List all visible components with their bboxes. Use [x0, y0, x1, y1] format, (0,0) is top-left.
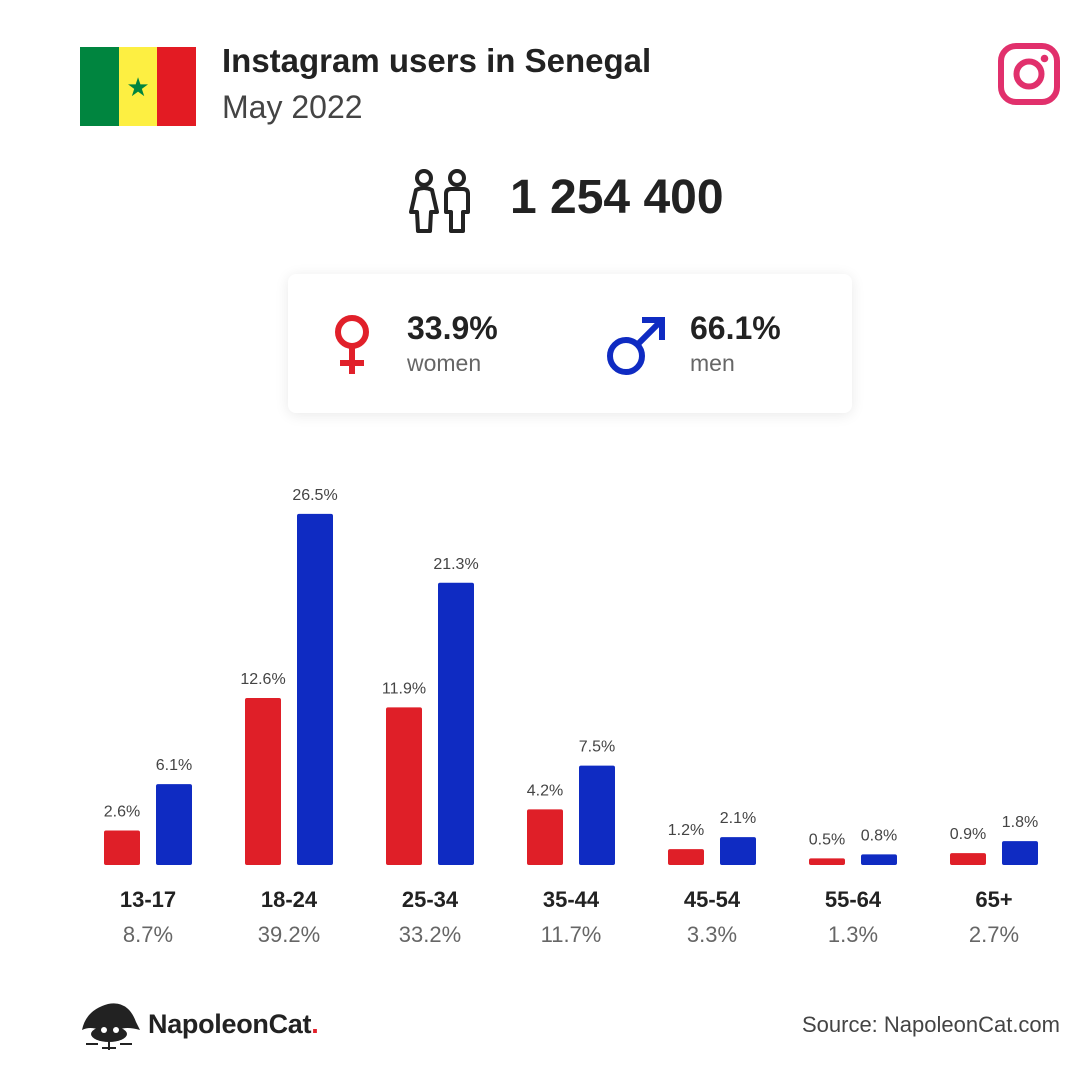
bar-value-label: 21.3% — [433, 556, 478, 573]
bar-value-label: 26.5% — [292, 487, 337, 504]
page-title: Instagram users in Senegal — [222, 42, 652, 79]
flag-stripe-red — [157, 47, 197, 126]
bar-men-18-24 — [297, 513, 333, 865]
category-total-label: 33.2% — [399, 922, 461, 947]
brand-dot: . — [311, 1009, 319, 1039]
women-percentage: 33.9% — [407, 310, 498, 346]
napoleoncat-logo-icon — [82, 1003, 140, 1050]
bar-men-13-17 — [156, 784, 192, 865]
bar-men-35-44 — [579, 765, 615, 865]
bar-value-label: 0.5% — [809, 831, 845, 848]
bar-women-65+ — [950, 853, 986, 865]
category-label: 55-64 — [825, 887, 882, 912]
bar-value-label: 7.5% — [579, 739, 615, 756]
senegal-flag-icon: ★ — [80, 47, 197, 126]
brand-name: NapoleonCat. — [148, 1009, 319, 1040]
brand-text: NapoleonCat — [148, 1009, 312, 1039]
bar-value-label: 11.9% — [382, 680, 426, 697]
male-symbol-icon — [607, 317, 665, 375]
category-label: 18-24 — [261, 887, 318, 912]
women-label: women — [407, 350, 482, 376]
bar-women-45-54 — [668, 849, 704, 865]
bar-women-18-24 — [245, 698, 281, 865]
bar-men-55-64 — [861, 854, 897, 865]
bar-value-label: 1.2% — [668, 822, 704, 839]
category-label: 35-44 — [543, 887, 600, 912]
age-gender-bar-chart: 2.6% 6.1% 13-17 8.7% 12.6% 26.5% 18-24 39.2% 11.… — [104, 487, 1038, 947]
people-icon — [409, 169, 470, 233]
bar-value-label: 0.8% — [861, 827, 897, 844]
flag-star-icon: ★ — [126, 71, 150, 102]
category-label: 45-54 — [684, 887, 741, 912]
bar-men-25-34 — [438, 582, 474, 865]
bar-value-label: 12.6% — [240, 671, 285, 688]
bar-value-label: 2.6% — [104, 804, 140, 821]
bar-women-35-44 — [527, 809, 563, 865]
bar-men-45-54 — [720, 837, 756, 865]
flag-stripe-yellow: ★ — [118, 47, 158, 126]
category-total-label: 1.3% — [828, 922, 878, 947]
category-label: 13-17 — [120, 887, 176, 912]
bar-value-label: 0.9% — [950, 826, 986, 843]
page-subtitle: May 2022 — [222, 89, 363, 125]
instagram-icon — [998, 43, 1060, 105]
men-label: men — [690, 350, 735, 376]
category-label: 25-34 — [402, 887, 459, 912]
category-total-label: 39.2% — [258, 922, 320, 947]
category-total-label: 3.3% — [687, 922, 737, 947]
female-symbol-icon — [335, 315, 369, 374]
bar-value-label: 4.2% — [527, 782, 563, 799]
total-users-value: 1 254 400 — [510, 171, 724, 224]
gender-breakdown-card: 33.9% women 66.1% men — [288, 274, 852, 413]
bar-women-55-64 — [809, 858, 845, 865]
bar-value-label: 6.1% — [156, 757, 192, 774]
source-text: Source: NapoleonCat.com — [801, 1012, 1060, 1037]
bar-men-65+ — [1002, 841, 1038, 865]
bar-women-25-34 — [386, 707, 422, 865]
category-label: 65+ — [975, 887, 1012, 912]
bar-women-13-17 — [104, 830, 140, 865]
category-total-label: 8.7% — [123, 922, 173, 947]
bar-value-label: 2.1% — [720, 810, 756, 827]
men-percentage: 66.1% — [690, 310, 781, 346]
flag-stripe-green — [80, 47, 119, 126]
category-total-label: 2.7% — [969, 922, 1019, 947]
bar-value-label: 1.8% — [1002, 814, 1038, 831]
category-total-label: 11.7% — [541, 922, 602, 947]
